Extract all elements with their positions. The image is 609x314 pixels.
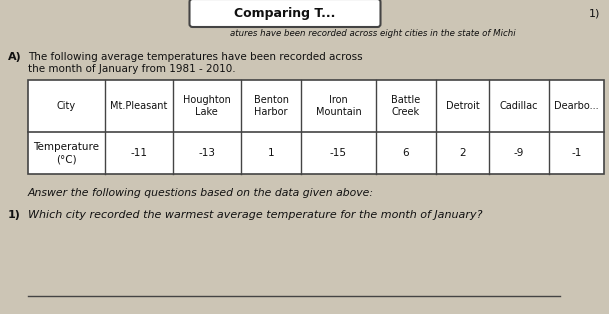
- Text: Dearbo...: Dearbo...: [554, 101, 599, 111]
- FancyBboxPatch shape: [189, 0, 381, 27]
- Text: 2: 2: [459, 148, 466, 158]
- Text: 1): 1): [589, 8, 600, 18]
- Text: City: City: [57, 101, 76, 111]
- Text: 6: 6: [403, 148, 409, 158]
- Text: 1): 1): [8, 210, 21, 220]
- Text: the month of January from 1981 - 2010.: the month of January from 1981 - 2010.: [28, 64, 236, 74]
- Text: Detroit: Detroit: [446, 101, 479, 111]
- Text: Benton
Harbor: Benton Harbor: [253, 95, 289, 117]
- Text: -15: -15: [330, 148, 347, 158]
- Text: The following average temperatures have been recorded across: The following average temperatures have …: [28, 52, 362, 62]
- Text: Battle
Creek: Battle Creek: [392, 95, 421, 117]
- Text: Answer the following questions based on the data given above:: Answer the following questions based on …: [28, 188, 374, 198]
- Text: -13: -13: [199, 148, 216, 158]
- Text: Iron
Mountain: Iron Mountain: [315, 95, 361, 117]
- Text: Houghton
Lake: Houghton Lake: [183, 95, 231, 117]
- Bar: [28, 80, 604, 174]
- Text: Comparing T...: Comparing T...: [234, 7, 336, 19]
- Text: -9: -9: [514, 148, 524, 158]
- Text: atures have been recorded across eight cities in the state of Michi: atures have been recorded across eight c…: [230, 30, 516, 39]
- Text: Temperature
(°C): Temperature (°C): [33, 142, 99, 164]
- Text: -1: -1: [571, 148, 582, 158]
- Text: Which city recorded the warmest average temperature for the month of January?: Which city recorded the warmest average …: [28, 210, 482, 220]
- Text: A): A): [8, 52, 22, 62]
- Text: Mt.Pleasant: Mt.Pleasant: [110, 101, 167, 111]
- Text: 1: 1: [268, 148, 274, 158]
- Text: -11: -11: [130, 148, 147, 158]
- Text: Cadillac: Cadillac: [500, 101, 538, 111]
